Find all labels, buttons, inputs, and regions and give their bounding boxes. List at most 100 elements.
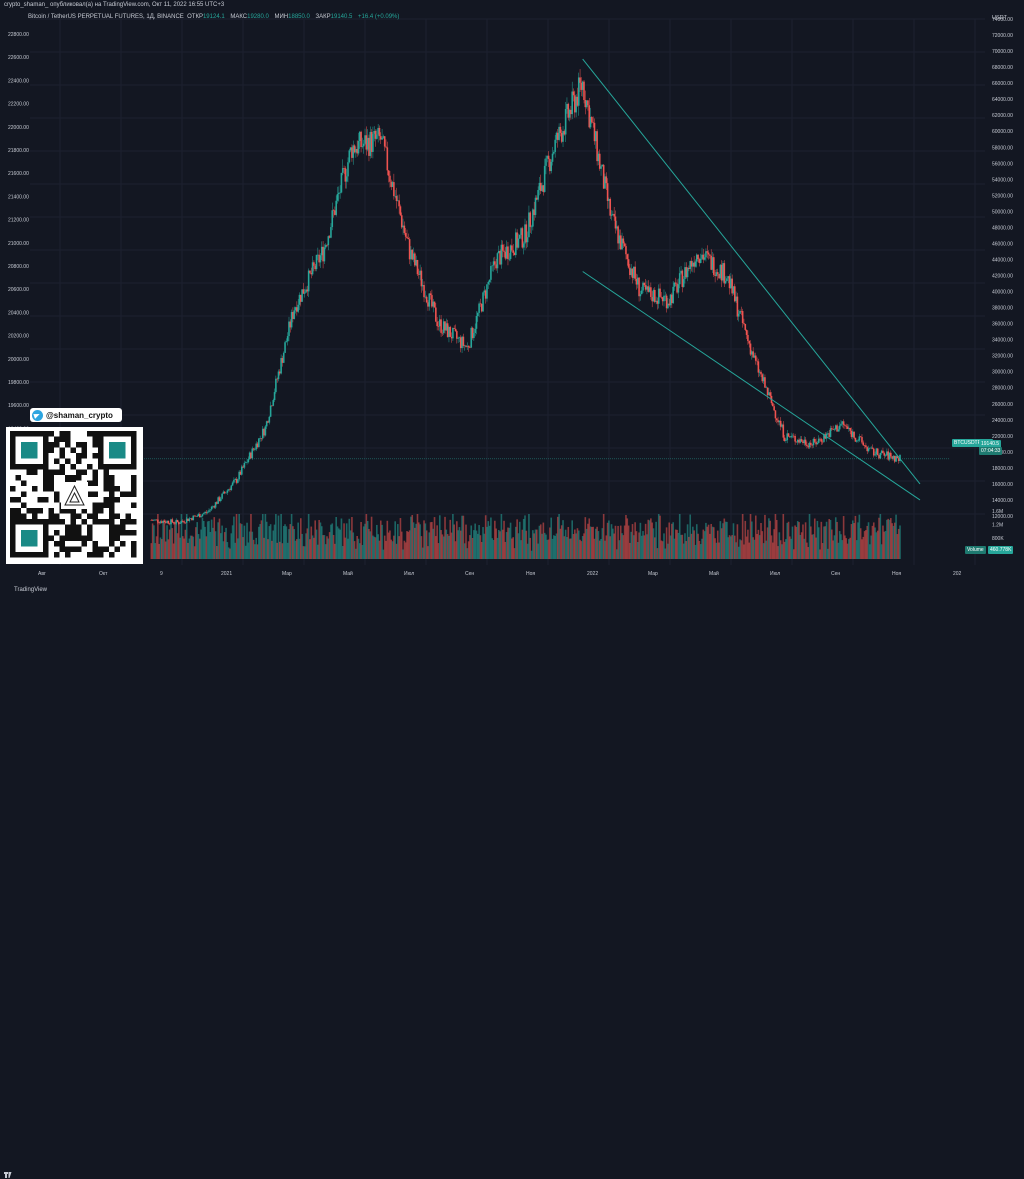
- volume-bar: [428, 532, 431, 559]
- candle-body: [153, 519, 155, 521]
- candle-body: [347, 162, 349, 177]
- qr-module: [81, 541, 87, 547]
- price-chart[interactable]: 74000.00 72000.00 70000.00 68000.00 66000.00…: [0, 11, 1024, 585]
- qr-module: [92, 502, 98, 508]
- candle-body: [810, 442, 812, 445]
- candle-body: [580, 82, 583, 90]
- candle-body: [444, 321, 446, 331]
- volume-bar: [659, 515, 661, 559]
- candle-body: [718, 273, 720, 279]
- candle-body: [554, 139, 556, 152]
- qr-module: [59, 541, 65, 547]
- candle-body: [769, 392, 771, 396]
- candle-body: [829, 428, 832, 437]
- volume-bar: [723, 518, 726, 559]
- candle-body: [243, 462, 246, 468]
- volume-bar: [263, 537, 265, 559]
- volume-bar: [661, 541, 664, 559]
- qr-module: [70, 475, 76, 481]
- candle-body: [854, 437, 857, 442]
- volume-bar: [302, 546, 305, 559]
- qr-module: [70, 524, 76, 530]
- volume-bar: [870, 535, 872, 559]
- candle-body: [831, 428, 833, 430]
- volume-bar: [166, 525, 168, 559]
- candle-body: [566, 103, 568, 110]
- volume-bar: [320, 526, 323, 559]
- qr-module: [109, 552, 115, 558]
- candle-body: [268, 416, 271, 423]
- volume-bar: [259, 524, 261, 559]
- volume-bar: [737, 546, 740, 559]
- volume-bar: [192, 536, 195, 559]
- candle-body: [473, 332, 475, 339]
- candle-body: [420, 270, 423, 287]
- volume-bar: [688, 536, 690, 559]
- candle-body: [667, 303, 669, 309]
- candle-body: [210, 506, 213, 510]
- volume-bar: [289, 524, 292, 559]
- candle-body: [433, 301, 436, 308]
- volume-bar: [547, 539, 550, 559]
- volume-bar: [686, 524, 689, 559]
- volume-bar: [191, 535, 193, 559]
- footer-brand: TradingView: [14, 587, 48, 593]
- candle-body: [572, 91, 575, 96]
- volume-bar: [366, 520, 369, 559]
- volume-bar: [209, 531, 212, 559]
- candle-body: [669, 294, 672, 306]
- candle-body: [302, 289, 305, 294]
- candle-body: [391, 182, 394, 187]
- volume-bar: [587, 523, 589, 559]
- volume-bar: [212, 527, 214, 559]
- candle-body: [883, 453, 886, 456]
- right-axis-tick: 14000.00: [992, 498, 1013, 504]
- volume-bar: [345, 523, 348, 559]
- volume-bar: [381, 524, 383, 559]
- qr-module: [65, 475, 71, 481]
- candle-body: [486, 284, 488, 299]
- volume-bar: [412, 522, 415, 559]
- candle-body: [172, 522, 175, 524]
- candle-body: [340, 172, 343, 193]
- candle-body: [161, 521, 163, 523]
- volume-bar: [336, 526, 339, 559]
- candle-body: [816, 442, 819, 445]
- volume-bar: [450, 532, 453, 559]
- candle-body: [812, 438, 815, 446]
- qr-module: [48, 508, 54, 514]
- candle-body: [269, 405, 272, 417]
- qr-module: [92, 442, 98, 448]
- candle-body: [879, 452, 882, 459]
- volume-bar: [393, 535, 395, 559]
- candle-body: [457, 337, 459, 339]
- volume-bar: [595, 528, 597, 559]
- volume-bar: [682, 543, 685, 559]
- candle-body: [630, 268, 633, 276]
- qr-module: [76, 453, 82, 459]
- volume-bar: [838, 531, 841, 559]
- qr-module: [10, 497, 16, 503]
- volume-bar: [408, 530, 411, 559]
- telegram-promo[interactable]: @shaman_crypto: [30, 408, 122, 422]
- candle-body: [450, 336, 453, 339]
- volume-bar: [237, 538, 239, 559]
- right-axis-tick: 48000.00: [992, 225, 1013, 231]
- candle-body: [402, 225, 404, 228]
- candle-body: [435, 307, 437, 322]
- candle-body: [385, 146, 387, 148]
- qr-module: [10, 486, 16, 492]
- qr-module: [70, 546, 76, 552]
- chart-area[interactable]: 74000.00 72000.00 70000.00 68000.00 66000.00…: [0, 11, 1024, 585]
- candle-body: [837, 429, 840, 432]
- left-axis-tick: 20000.00: [8, 357, 29, 363]
- qr-module: [103, 486, 109, 492]
- candle-body: [834, 425, 837, 430]
- volume-bar: [248, 531, 251, 559]
- qr-module: [87, 530, 93, 536]
- volume-bar: [850, 524, 853, 559]
- candle-body: [690, 261, 693, 267]
- volume-bar: [667, 543, 669, 559]
- qr-module: [59, 535, 65, 541]
- candle-body: [362, 143, 365, 147]
